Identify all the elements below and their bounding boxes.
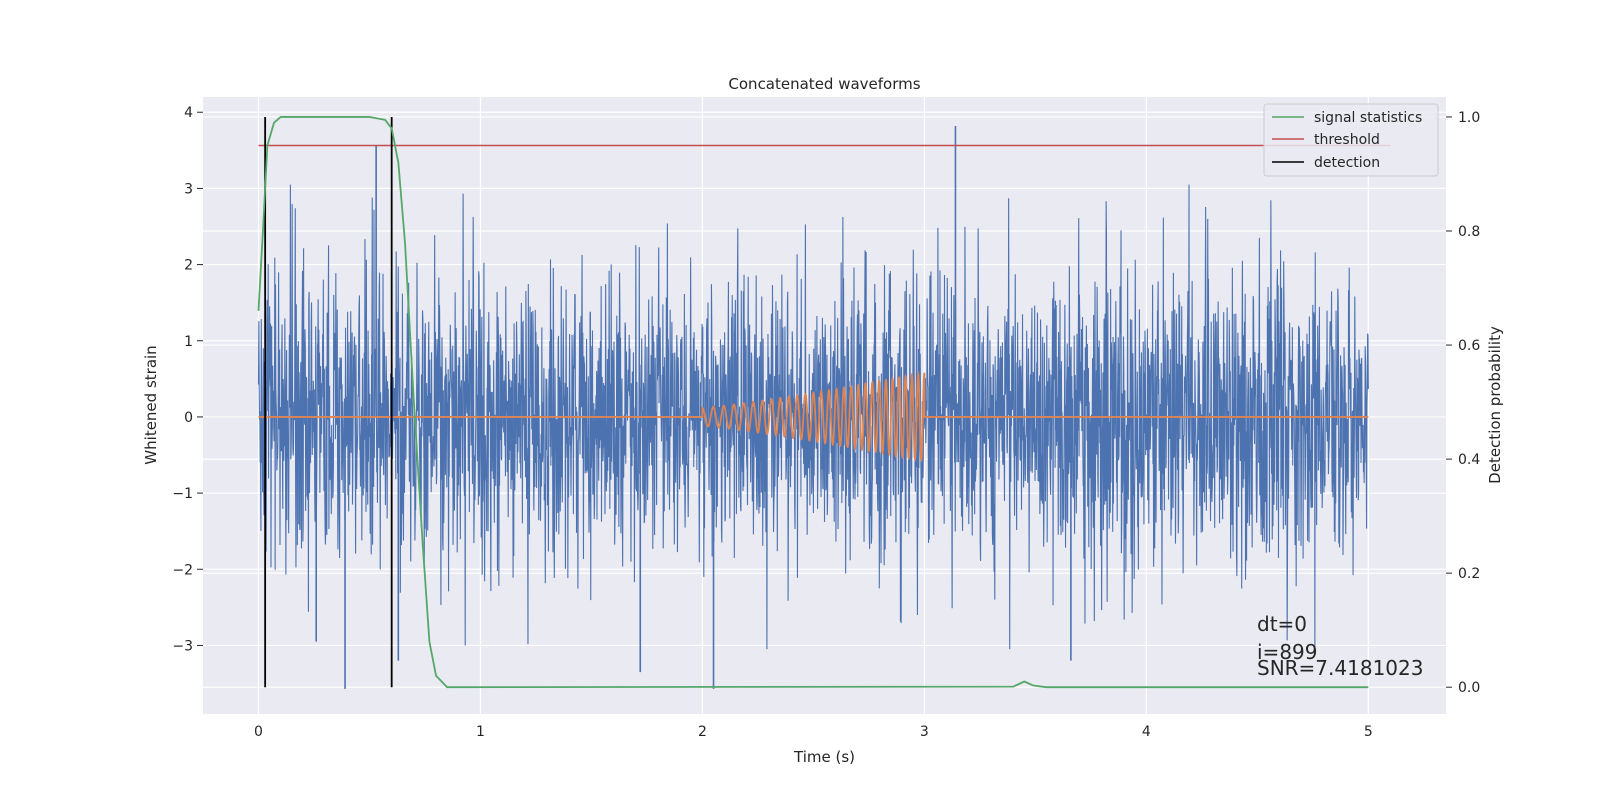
- legend: signal statistics threshold detection: [1263, 103, 1439, 177]
- x-tick-label: 2: [698, 724, 707, 740]
- signal-statistics-line: [257, 116, 1369, 689]
- y-tick-label: −3: [172, 638, 193, 654]
- chirp-waveform-line: [258, 370, 1369, 463]
- y-right-tick-label: 0.4: [1458, 452, 1480, 468]
- x-tick-label: 0: [254, 724, 263, 740]
- annotation-dt: dt=0: [1257, 612, 1307, 636]
- ticks: 0 1 2 3 4 5 −3 −2 −1 0 1 2 3 4 0.0 0.2 0.4 0.6 0.8 1.0: [172, 105, 1480, 740]
- chart-title: Concatenated waveforms: [728, 75, 920, 93]
- annotation-snr: SNR=7.4181023: [1257, 656, 1423, 680]
- legend-label-detection: detection: [1314, 155, 1380, 171]
- legend-label-signal-statistics: signal statistics: [1314, 110, 1422, 126]
- x-tick-label: 4: [1142, 724, 1151, 740]
- y-right-tick-label: 0.2: [1458, 566, 1480, 582]
- plot-data: [257, 116, 1391, 689]
- y-tick-label: 3: [184, 181, 193, 197]
- y-right-tick-label: 0.8: [1458, 224, 1480, 240]
- x-tick-label: 3: [920, 724, 929, 740]
- annotation-box: dt=0 i=899 SNR=7.4181023: [1257, 612, 1423, 680]
- y-right-tick-label: 1.0: [1458, 110, 1480, 126]
- y-right-tick-label: 0.6: [1458, 338, 1480, 354]
- legend-label-threshold: threshold: [1314, 132, 1380, 148]
- annotation-i: i=899: [1257, 640, 1318, 664]
- legend-frame: [1263, 103, 1439, 177]
- y-tick-label: 4: [184, 105, 193, 121]
- x-tick-label: 5: [1364, 724, 1373, 740]
- y-tick-label: 1: [184, 334, 193, 350]
- y-tick-label: −2: [172, 562, 193, 578]
- y-axis-label-right: Detection probability: [1486, 326, 1504, 484]
- y-right-tick-label: 0.0: [1458, 680, 1480, 696]
- strain-noise-line: [257, 184, 1369, 650]
- y-tick-label: 2: [184, 258, 193, 274]
- y-axis-label: Whitened strain: [142, 345, 160, 464]
- y-tick-label: 0: [184, 410, 193, 426]
- x-tick-label: 1: [476, 724, 485, 740]
- x-axis-label: Time (s): [793, 748, 855, 766]
- y-tick-label: −1: [172, 486, 193, 502]
